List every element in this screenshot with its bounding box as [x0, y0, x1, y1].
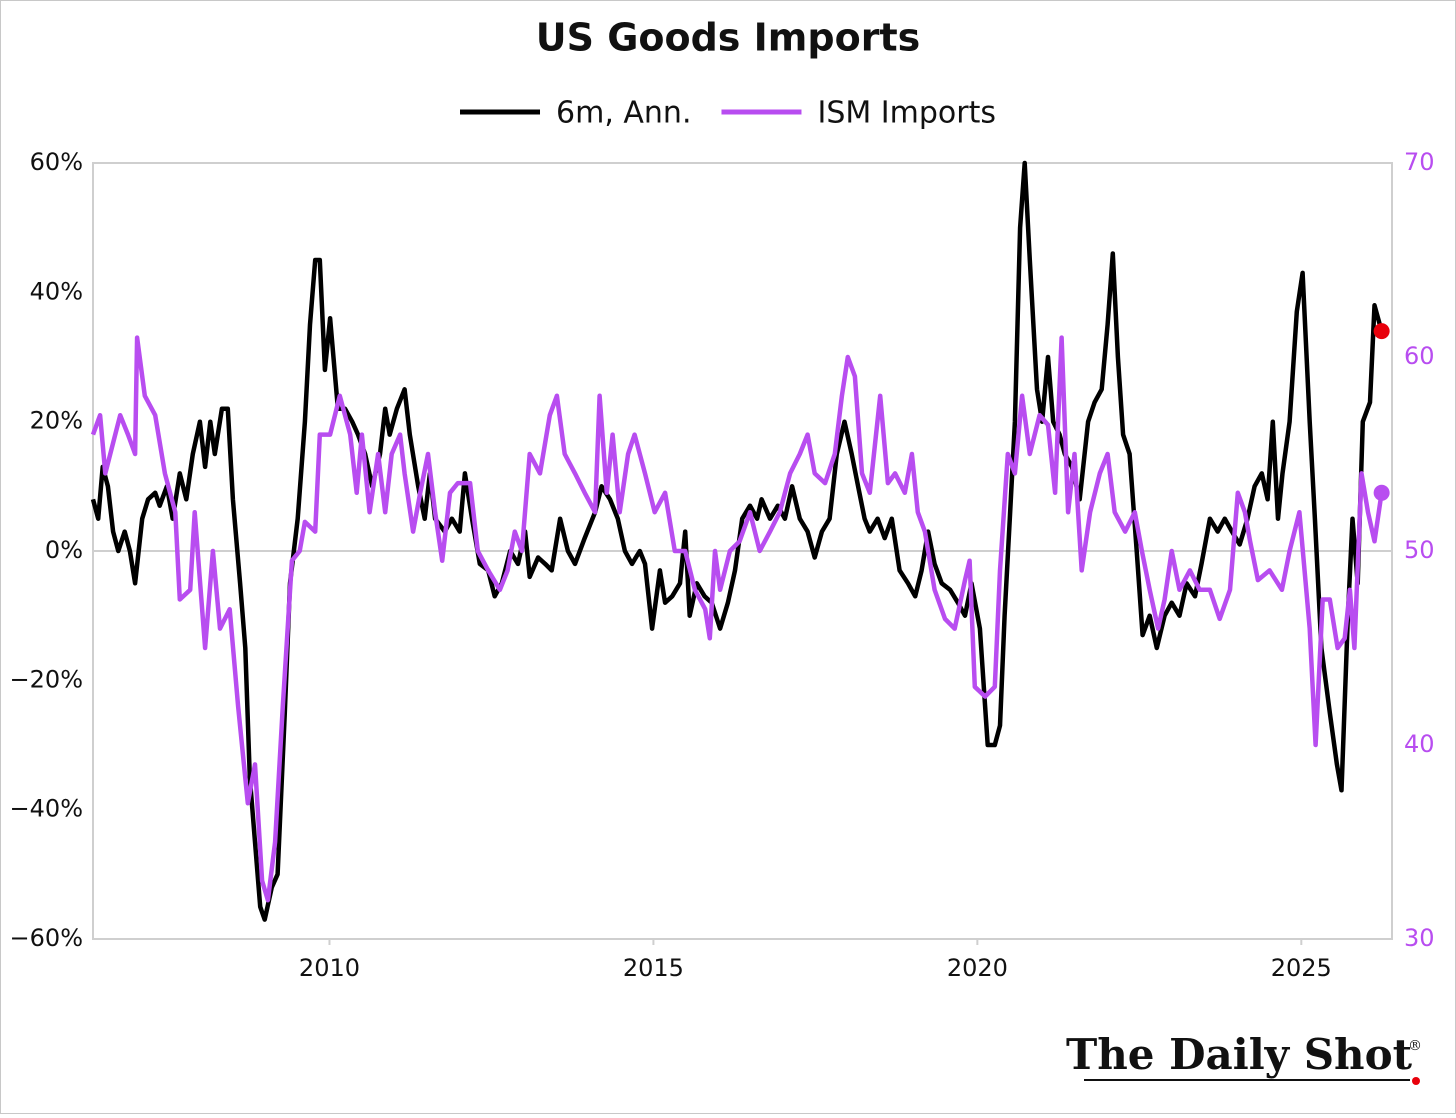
y2-tick-label: 30: [1404, 924, 1435, 952]
y-tick-label: 40%: [30, 277, 83, 305]
plot-area: −60% −40% −20% 0% 20% 40% 60% 30 40 50 60 70 2010 201…: [10, 148, 1435, 982]
y-tick-label: −40%: [10, 795, 83, 823]
y-tick-label: −60%: [10, 924, 83, 952]
legend-label: ISM Imports: [817, 96, 996, 131]
series-line: [90, 160, 1384, 922]
y2-tick-label: 40: [1404, 730, 1435, 758]
end-marker: [1373, 323, 1390, 340]
legend-label: 6m, Ann.: [556, 96, 691, 131]
logo-text: The Daily Shot: [1066, 1030, 1413, 1079]
chart-title: US Goods Imports: [536, 16, 920, 60]
y-tick-label: 20%: [30, 407, 83, 435]
y-tick-label: 60%: [30, 148, 83, 176]
legend: 6m, Ann. ISM Imports: [460, 96, 996, 131]
legend-item: ISM Imports: [721, 96, 996, 131]
x-tick-label: 2025: [1271, 954, 1332, 982]
logo-dot: [1412, 1077, 1420, 1085]
y-tick-label: 0%: [45, 536, 83, 564]
y2-tick-label: 70: [1404, 148, 1435, 176]
logo: The Daily Shot ®: [1066, 1030, 1422, 1085]
logo-mark: ®: [1408, 1038, 1422, 1054]
x-tick-label: 2020: [947, 954, 1008, 982]
y2-tick-label: 60: [1404, 342, 1435, 370]
end-marker: [1373, 484, 1390, 501]
x-tick-label: 2015: [623, 954, 684, 982]
y2-tick-label: 50: [1404, 536, 1435, 564]
x-tick-label: 2010: [299, 954, 360, 982]
series-line: [90, 335, 1384, 903]
legend-item: 6m, Ann.: [460, 96, 691, 131]
y-tick-label: −20%: [10, 665, 83, 693]
